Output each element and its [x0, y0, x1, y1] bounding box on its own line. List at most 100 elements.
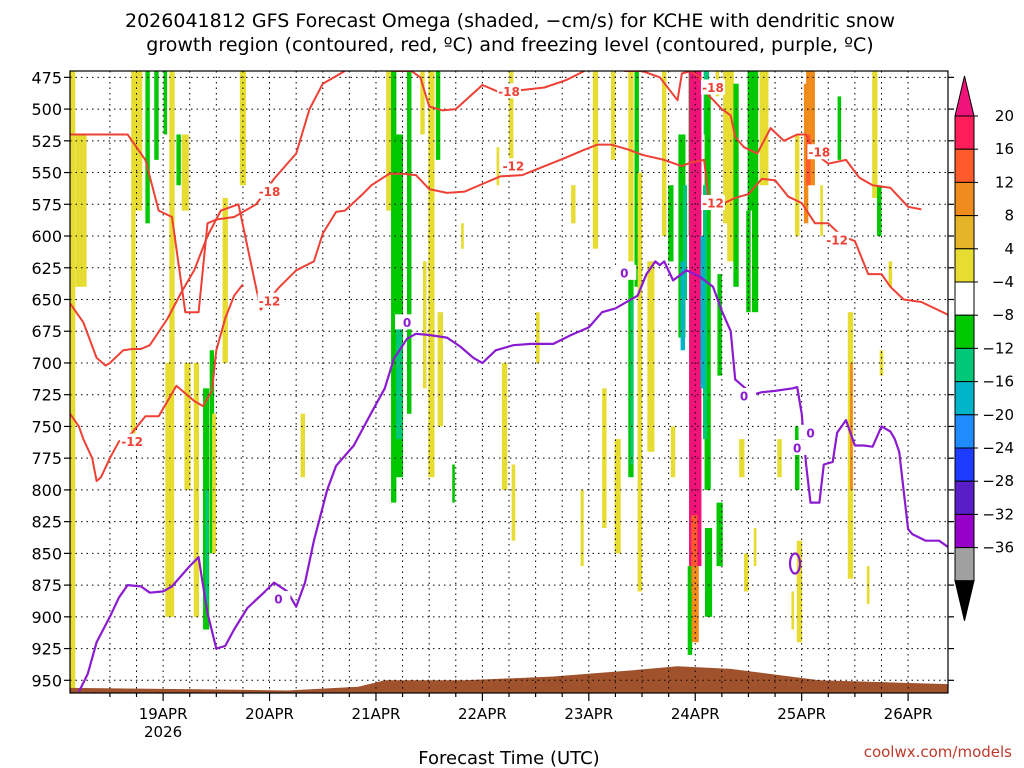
omega-cell [184, 362, 191, 490]
omega-cell [70, 71, 76, 693]
freezing-level-loop [788, 552, 802, 575]
omega-cell [571, 185, 576, 224]
contour-label: -12 [702, 197, 724, 211]
omega-cell [435, 71, 441, 160]
omega-cell [888, 261, 893, 287]
omega-cell [661, 71, 667, 237]
omega-cell [647, 261, 655, 452]
contour-label: -18 [498, 85, 520, 99]
x-tick-label: 21APR [352, 705, 401, 723]
contour-label-bg [700, 195, 725, 211]
colorbar: 20 16 12 8 4 −4 −8 −12 −16 −20 −24 −28 −32 −36 [954, 75, 1014, 621]
omega-cell [145, 71, 150, 224]
chart-title-line2: growth region (contoured, red, ºC) and f… [146, 34, 873, 56]
omega-cell [759, 71, 769, 186]
omega-cell [630, 299, 634, 465]
y-tick-label: 625 [31, 259, 62, 278]
omega-cell [733, 83, 739, 287]
omega-cell [877, 185, 882, 237]
contour-label: 0 [806, 426, 814, 440]
omega-cell [747, 71, 754, 211]
dendritic-growth-contours [70, 71, 948, 482]
omega-cell [668, 185, 674, 262]
contour-label: 0 [793, 442, 801, 456]
omega-cell [691, 566, 699, 643]
omega-cell [163, 71, 168, 135]
colorbar-swatch [954, 248, 975, 283]
colorbar-swatch [954, 480, 975, 515]
colorbar-label: 4 [1004, 240, 1014, 258]
colorbar-swatch [954, 381, 975, 416]
freezing-level-line [77, 260, 948, 693]
colorbar-swatch [954, 181, 975, 217]
omega-cell [683, 185, 688, 300]
y-tick-label: 925 [31, 640, 62, 659]
colorbar-swatch [954, 314, 975, 349]
colorbar-label: 20 [995, 107, 1014, 125]
omega-cell [746, 210, 751, 313]
contour-label-bg [257, 183, 282, 199]
contour-label-bg [807, 144, 832, 160]
contour-label: -18 [259, 185, 281, 199]
omega-cell [753, 527, 757, 567]
omega-cell [791, 591, 795, 630]
omega-cell [169, 71, 175, 389]
omega-cell [422, 261, 427, 389]
colorbar-under-triangle [954, 580, 975, 621]
y-tick-label: 800 [31, 481, 62, 500]
y-tick-label: 550 [31, 164, 62, 183]
contour-label-bg [257, 292, 282, 308]
omega-cell [704, 83, 711, 490]
omega-cell [222, 197, 228, 363]
y-tick-label: 675 [31, 322, 62, 341]
colorbar-label: −4 [992, 273, 1014, 291]
omega-cell [777, 439, 782, 478]
omega-cell [704, 527, 713, 617]
colorbar-label: 8 [1004, 207, 1014, 225]
ground-terrain [70, 666, 948, 693]
omega-cell [131, 71, 136, 440]
x-tick-sublabel: 2026 [144, 723, 182, 741]
omega-cell [420, 71, 425, 135]
x-tick-label: 26APR [884, 705, 933, 723]
contour-label-bg [395, 314, 420, 330]
colorbar-swatch [954, 281, 975, 316]
omega-cell [176, 134, 181, 186]
x-tick-label: 20APR [245, 705, 294, 723]
colorbar-label: −24 [982, 439, 1014, 457]
y-tick-label: 650 [31, 290, 62, 309]
dgz-contour-line [70, 71, 346, 314]
colorbar-label: 12 [995, 173, 1014, 191]
y-tick-label: 600 [31, 227, 62, 246]
omega-cell [806, 71, 815, 186]
omega-cell [806, 134, 811, 186]
colorbar-label: −36 [982, 539, 1014, 557]
contour-label: -18 [809, 146, 831, 160]
omega-cell [872, 71, 878, 198]
omega-cell [135, 71, 143, 211]
omega-cell [691, 515, 698, 592]
dgz-contour-line [70, 143, 948, 367]
omega-cell [700, 236, 705, 389]
omega-cell [614, 439, 621, 554]
omega-cell [592, 71, 599, 249]
omega-cell [744, 553, 749, 592]
colorbar-swatch [954, 513, 975, 549]
contour-label: -12 [121, 435, 143, 449]
omega-cell [300, 413, 306, 478]
colorbar-label: −16 [982, 373, 1014, 391]
omega-cell [205, 489, 209, 605]
omega-cell [395, 324, 403, 440]
omega-cell [509, 71, 514, 173]
x-tick-label: 19APR [139, 705, 188, 723]
contour-label-bg [798, 424, 823, 440]
x-axis-label: Forecast Time (UTC) [418, 748, 599, 768]
omega-cell [716, 502, 723, 567]
y-tick-label: 700 [31, 354, 62, 373]
dgz-contour-line [70, 283, 244, 482]
colorbar-label: −8 [992, 306, 1014, 324]
omega-cell [536, 312, 540, 363]
contour-label: -18 [702, 81, 724, 95]
